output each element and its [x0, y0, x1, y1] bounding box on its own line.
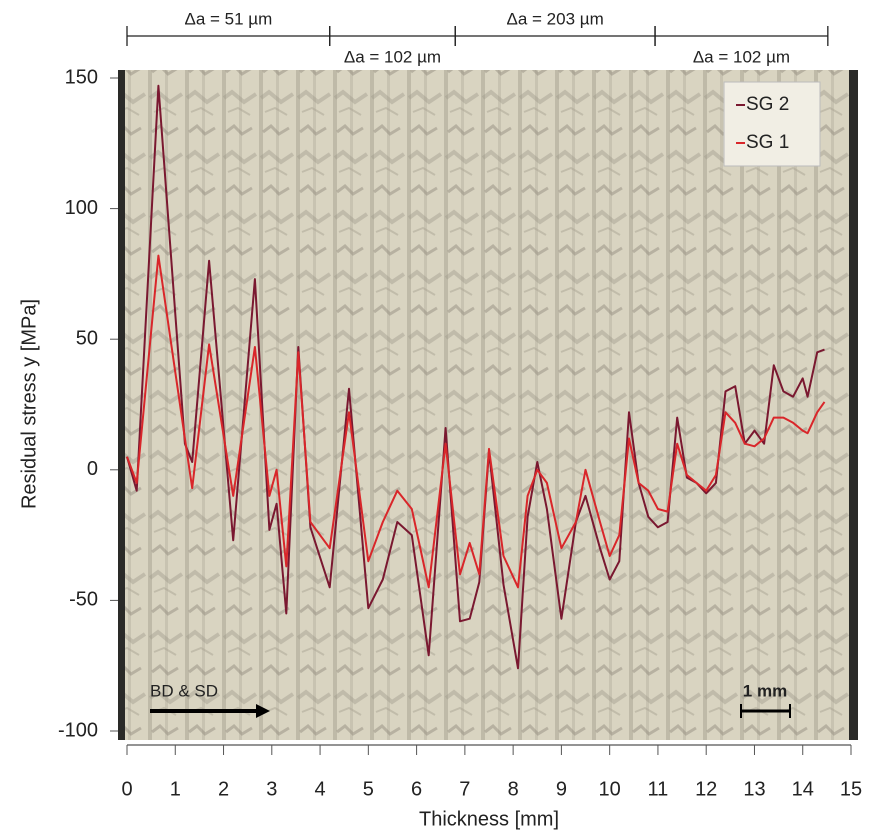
- direction-arrow-head: [256, 704, 270, 718]
- x-tick-label: 3: [266, 778, 277, 800]
- x-tick-label: 11: [648, 778, 669, 800]
- y-tick-label: 50: [76, 327, 98, 349]
- series-line: [126, 254, 826, 589]
- direction-label: BD & SD: [150, 681, 218, 700]
- x-tick-label: 2: [218, 778, 229, 800]
- y-tick-label: 0: [87, 458, 98, 480]
- x-tick-label: 1: [170, 778, 181, 800]
- x-tick-label: 6: [411, 778, 422, 800]
- x-tick-label: 12: [695, 778, 717, 800]
- legend-label: SG 2: [746, 94, 789, 115]
- series-line: [126, 84, 825, 670]
- y-tick-label: -100: [58, 719, 98, 741]
- x-tick-label: 5: [363, 778, 374, 800]
- x-tick-label: 10: [599, 778, 621, 800]
- x-tick-label: 7: [459, 778, 470, 800]
- x-axis-title: Thickness [mm]: [419, 808, 559, 830]
- y-tick-label: 100: [65, 197, 98, 219]
- y-tick-label: 150: [65, 66, 98, 88]
- x-tick-label: 0: [121, 778, 132, 800]
- x-tick-label: 8: [508, 778, 519, 800]
- x-tick-label: 9: [556, 778, 567, 800]
- x-tick-label: 13: [743, 778, 765, 800]
- y-tick-label: -50: [69, 589, 98, 611]
- specimen-edge: [118, 70, 125, 740]
- annotation: Δa = 203 µm: [507, 9, 604, 28]
- legend-box: [723, 81, 821, 167]
- scale-bar-label: 1 mm: [743, 681, 787, 700]
- annotation: Δa = 51 µm: [184, 9, 272, 28]
- legend-label: SG 1: [746, 132, 789, 153]
- annotation: Δa = 102 µm: [693, 47, 790, 66]
- micrograph-background: [118, 70, 858, 740]
- x-tick-label: 14: [792, 778, 814, 800]
- specimen-edge: [849, 70, 858, 740]
- x-tick-label: 15: [840, 778, 862, 800]
- x-tick-label: 4: [315, 778, 326, 800]
- y-axis-title: Residual stress y [MPa]: [18, 299, 40, 509]
- annotation: Δa = 102 µm: [344, 47, 441, 66]
